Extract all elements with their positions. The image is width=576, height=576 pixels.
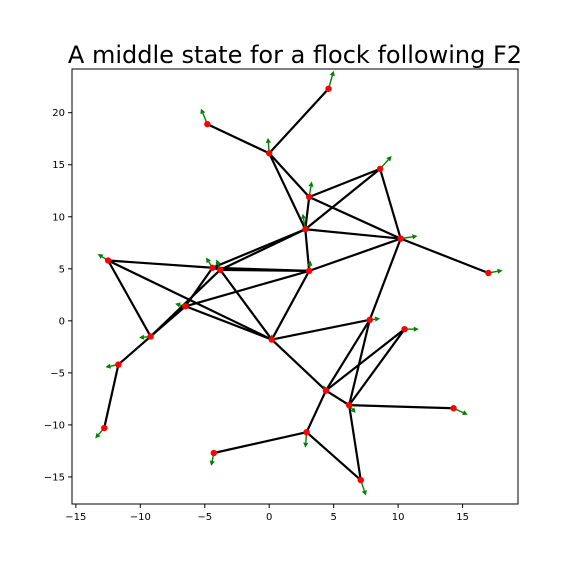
node-7 <box>104 257 112 264</box>
node-1 <box>204 120 211 128</box>
edge-7-8 <box>106 259 214 269</box>
x-tick-label: −10 <box>130 512 151 523</box>
edge-18-19 <box>324 389 351 407</box>
edge-1-2 <box>206 123 271 155</box>
edge-22-24 <box>305 431 362 482</box>
x-tick-label: 0 <box>266 512 272 523</box>
node-3 <box>376 165 384 173</box>
node-19 <box>345 401 353 409</box>
node-14 <box>401 325 408 333</box>
x-tick-label: −5 <box>197 512 212 523</box>
node-15 <box>147 333 154 340</box>
y-tick-label: −10 <box>44 420 65 431</box>
y-tick-label: −5 <box>50 368 65 379</box>
y-tick-label: 20 <box>52 108 65 119</box>
edge-6-11 <box>399 237 490 275</box>
edge-22-23 <box>212 431 308 455</box>
edge-6-13 <box>368 237 402 321</box>
y-axis-ticks: −15 −10 −5 0 5 10 15 20 <box>44 108 72 483</box>
edge-9-10 <box>219 268 311 272</box>
edge-4-5 <box>304 195 311 231</box>
edge-15-17 <box>117 335 152 366</box>
node-5 <box>302 226 309 233</box>
y-tick-label: 0 <box>59 316 65 327</box>
edge-5-6 <box>304 228 402 240</box>
edge-17-21 <box>103 363 120 430</box>
node-2 <box>266 150 273 157</box>
node-10 <box>305 267 313 275</box>
edge-0-2 <box>268 87 330 155</box>
nodes-layer <box>101 85 492 484</box>
edge-3-5 <box>304 167 382 231</box>
node-11 <box>485 269 492 277</box>
edge-18-22 <box>305 389 328 434</box>
node-9 <box>217 266 224 274</box>
y-tick-label: −15 <box>44 472 65 483</box>
node-17 <box>115 361 122 368</box>
axes-frame <box>71 68 519 505</box>
edge-12-15 <box>149 305 187 338</box>
node-12 <box>182 303 189 310</box>
edge-10-12 <box>184 269 311 308</box>
edge-19-20 <box>348 404 455 410</box>
x-tick-label: 5 <box>330 512 336 523</box>
edge-13-19 <box>348 318 371 407</box>
node-0 <box>325 85 332 92</box>
y-tick-label: 5 <box>59 264 65 275</box>
x-tick-label: −15 <box>65 512 86 523</box>
x-tick-label: 10 <box>392 512 405 523</box>
edge-14-19 <box>348 328 406 407</box>
y-tick-label: 15 <box>52 160 65 171</box>
node-24 <box>357 476 364 484</box>
edge-3-6 <box>378 167 402 240</box>
node-23 <box>210 449 217 457</box>
node-18 <box>322 387 330 394</box>
node-8 <box>209 264 216 271</box>
edge-3-4 <box>308 167 382 199</box>
edge-6-10 <box>308 237 402 272</box>
y-tick-label: 10 <box>52 212 65 223</box>
edge-7-15 <box>106 259 152 338</box>
edge-9-16 <box>219 268 273 341</box>
edge-2-5 <box>268 152 307 231</box>
edge-5-9 <box>219 228 307 271</box>
x-tick-label: 15 <box>456 512 469 523</box>
node-20 <box>450 405 457 412</box>
node-4 <box>305 193 313 201</box>
node-16 <box>268 336 275 343</box>
edge-13-18 <box>324 318 371 392</box>
node-22 <box>303 428 310 436</box>
edges-layer <box>103 87 490 482</box>
x-axis-ticks: −15 −10 −5 0 5 10 15 <box>65 504 469 523</box>
node-6 <box>397 235 404 242</box>
node-21 <box>101 424 108 432</box>
chart-title: A middle state for a flock following F2 <box>68 41 522 69</box>
edge-16-18 <box>270 338 328 392</box>
edge-14-18 <box>324 328 406 392</box>
edge-13-16 <box>270 318 371 341</box>
edge-10-16 <box>270 269 311 341</box>
edge-19-24 <box>348 404 362 482</box>
edge-2-4 <box>268 152 311 199</box>
node-13 <box>366 316 373 324</box>
edge-4-6 <box>308 195 402 240</box>
edge-12-16 <box>184 305 273 341</box>
